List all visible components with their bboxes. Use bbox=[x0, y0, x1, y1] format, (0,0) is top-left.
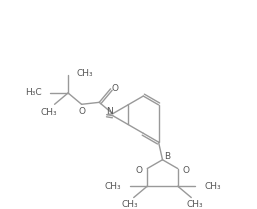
Text: O: O bbox=[112, 84, 119, 93]
Text: CH₃: CH₃ bbox=[77, 69, 94, 78]
Text: H₃C: H₃C bbox=[25, 88, 42, 97]
Text: N: N bbox=[106, 107, 113, 116]
Text: O: O bbox=[135, 166, 142, 175]
Text: CH₃: CH₃ bbox=[104, 182, 121, 191]
Text: B: B bbox=[164, 152, 170, 161]
Text: CH₃: CH₃ bbox=[204, 182, 221, 191]
Text: CH₃: CH₃ bbox=[40, 108, 57, 117]
Text: O: O bbox=[183, 166, 190, 175]
Text: CH₃: CH₃ bbox=[122, 200, 138, 209]
Text: O: O bbox=[78, 107, 85, 116]
Text: CH₃: CH₃ bbox=[187, 200, 204, 209]
